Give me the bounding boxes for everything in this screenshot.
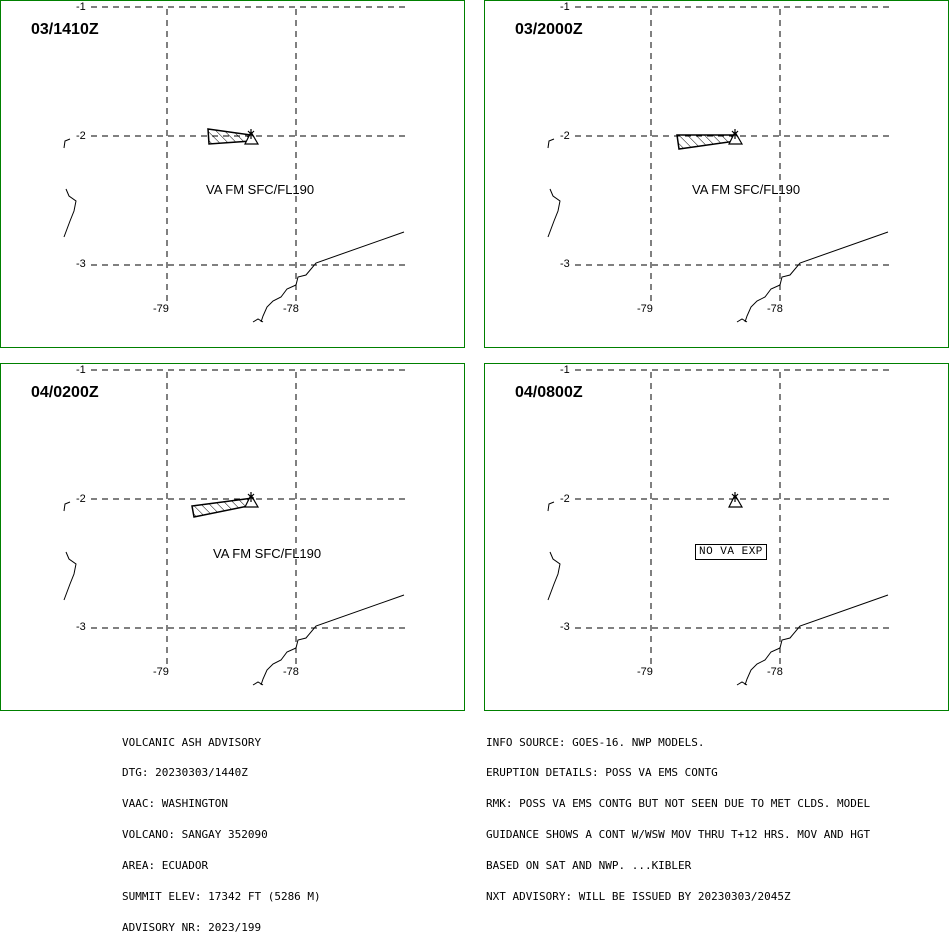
map-panel-4: 04/0800Z -1 -2 -3 -79 -78 NO VA EXP	[484, 363, 949, 711]
coastline	[252, 681, 264, 686]
lat-label-3: -3	[560, 621, 570, 633]
country-border	[260, 594, 405, 686]
lon-label-78: -78	[767, 666, 783, 678]
coastline	[547, 551, 561, 601]
coastline	[252, 318, 264, 323]
lat-label-2: -2	[76, 493, 86, 505]
coastline	[736, 318, 748, 323]
lon-label-78: -78	[283, 666, 299, 678]
no-va-expected-label: NO VA EXP	[695, 544, 767, 560]
lat-label-2: -2	[560, 130, 570, 142]
map-panel-3: 04/0200Z -1 -2 -3 -79 -78 VA FM SFC/FL19…	[0, 363, 465, 711]
lat-label-1: -1	[76, 1, 86, 13]
panel-time: 03/2000Z	[515, 21, 583, 38]
coastline	[63, 551, 77, 601]
advisory-line: AREA: ECUADOR	[122, 859, 209, 873]
map-graphic	[63, 6, 406, 323]
advisory-line: ADVISORY NR: 2023/199	[122, 920, 262, 934]
lat-label-2: -2	[76, 130, 86, 142]
eruption-star-icon	[731, 492, 739, 502]
panel-time: 03/1410Z	[31, 21, 99, 38]
lon-label-79: -79	[153, 303, 169, 315]
map-graphic	[547, 6, 890, 323]
panel-time: 04/0200Z	[31, 384, 99, 401]
lat-label-1: -1	[560, 364, 570, 376]
ash-height-label: VA FM SFC/FL190	[692, 182, 801, 197]
coastline	[63, 501, 71, 512]
ash-height-label: VA FM SFC/FL190	[206, 182, 315, 197]
lon-label-78: -78	[283, 303, 299, 315]
coastline	[63, 188, 77, 238]
lon-label-78: -78	[767, 303, 783, 315]
lat-label-2: -2	[560, 493, 570, 505]
lat-label-3: -3	[76, 258, 86, 270]
eruption-star-icon	[247, 129, 255, 139]
eruption-star-icon	[731, 129, 739, 139]
country-border	[744, 594, 889, 686]
eruption-star-icon	[247, 492, 255, 502]
advisory-line: VOLCANO: SANGAY 352090	[122, 828, 268, 842]
lat-label-1: -1	[76, 364, 86, 376]
coastline	[63, 138, 71, 149]
advisory-text-left: VOLCANIC ASH ADVISORY DTG: 20230303/1440…	[122, 717, 321, 944]
advisory-line: NXT ADVISORY: WILL BE ISSUED BY 20230303…	[486, 890, 791, 904]
advisory-line: INFO SOURCE: GOES-16. NWP MODELS.	[486, 735, 705, 749]
advisory-line: RMK: POSS VA EMS CONTG BUT NOT SEEN DUE …	[486, 797, 871, 811]
advisory-line: VAAC: WASHINGTON	[122, 797, 228, 811]
advisory-line: BASED ON SAT AND NWP. ...KIBLER	[486, 859, 692, 873]
ash-height-label: VA FM SFC/FL190	[213, 546, 322, 561]
coastline	[547, 138, 555, 149]
advisory-line: DTG: 20230303/1440Z	[122, 766, 248, 780]
advisory-line: VOLCANIC ASH ADVISORY	[122, 735, 262, 749]
lat-label-1: -1	[560, 1, 570, 13]
map-panel-1: 03/1410Z -1 -2 -3 -79 -78 VA FM SFC/FL19…	[0, 0, 465, 348]
advisory-line: SUMMIT ELEV: 17342 FT (5286 M)	[122, 890, 321, 904]
ash-cloud-polygon	[207, 128, 252, 145]
lon-label-79: -79	[637, 666, 653, 678]
coastline	[736, 681, 748, 686]
lat-label-3: -3	[560, 258, 570, 270]
panel-time: 04/0800Z	[515, 384, 583, 401]
map-panel-2: 03/2000Z -1 -2 -3 -79 -78 VA FM SFC/FL19…	[484, 0, 949, 348]
map-graphic	[63, 369, 406, 686]
country-border	[260, 231, 405, 323]
ash-cloud-polygon	[676, 134, 737, 150]
lon-label-79: -79	[153, 666, 169, 678]
coastline	[547, 188, 561, 238]
map-graphic	[547, 369, 890, 686]
ash-cloud-polygon	[191, 497, 254, 518]
lon-label-79: -79	[637, 303, 653, 315]
coastline	[547, 501, 555, 512]
lat-label-3: -3	[76, 621, 86, 633]
advisory-line: ERUPTION DETAILS: POSS VA EMS CONTG	[486, 766, 718, 780]
advisory-line: GUIDANCE SHOWS A CONT W/WSW MOV THRU T+1…	[486, 828, 871, 842]
country-border	[744, 231, 889, 323]
advisory-text-right: INFO SOURCE: GOES-16. NWP MODELS. ERUPTI…	[486, 717, 870, 913]
